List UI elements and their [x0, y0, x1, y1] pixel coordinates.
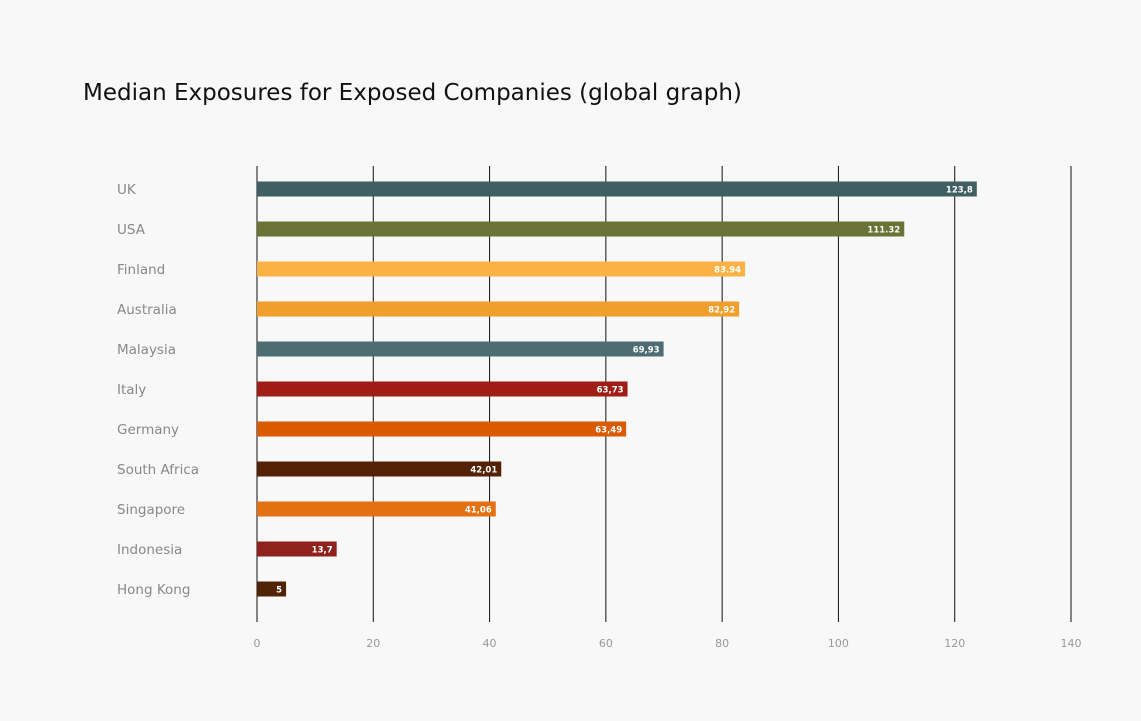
category-label: Germany — [117, 422, 179, 438]
category-label: Finland — [117, 262, 165, 278]
category-label: Italy — [117, 382, 146, 398]
category-label: South Africa — [117, 462, 199, 478]
data-label: 69,93 — [633, 346, 660, 356]
data-label: 111.32 — [867, 226, 900, 236]
category-label: Malaysia — [117, 342, 176, 358]
bar — [257, 221, 905, 237]
data-label: 82,92 — [708, 306, 735, 316]
category-label: Indonesia — [117, 542, 182, 558]
bar — [257, 581, 287, 597]
data-label: 5 — [276, 586, 282, 596]
value-labels: 123,8 111.32 83.94 82,92 69,93 63,73 63,49 42,0… — [276, 186, 973, 596]
bar — [257, 501, 496, 517]
data-label: 13,7 — [312, 546, 333, 556]
bar — [257, 541, 337, 557]
x-tick-label: 40 — [483, 637, 497, 650]
bar — [257, 461, 502, 477]
category-label: Singapore — [117, 502, 185, 518]
category-label: USA — [117, 222, 146, 238]
data-label: 63,73 — [597, 386, 624, 396]
x-tick-label: 120 — [944, 637, 965, 650]
data-label: 41,06 — [465, 506, 492, 516]
bars — [257, 181, 977, 597]
data-label: 63,49 — [595, 426, 622, 436]
x-tick-label: 0 — [254, 637, 261, 650]
x-tick-label: 60 — [599, 637, 613, 650]
category-labels: UK USA Finland Australia Malaysia Italy German… — [117, 182, 199, 598]
bar — [257, 181, 977, 197]
category-label: UK — [117, 182, 137, 198]
x-tick-label: 100 — [828, 637, 849, 650]
bar — [257, 381, 628, 397]
chart-title: Median Exposures for Exposed Companies (… — [83, 80, 742, 106]
x-tick-label: 20 — [366, 637, 380, 650]
x-tick-label: 80 — [715, 637, 729, 650]
bar — [257, 421, 627, 437]
data-label: 123,8 — [946, 186, 973, 196]
bar — [257, 301, 740, 317]
bar — [257, 341, 664, 357]
data-label: 42,01 — [470, 466, 497, 476]
data-label: 83.94 — [714, 266, 741, 276]
category-label: Hong Kong — [117, 582, 190, 598]
x-tick-label: 140 — [1061, 637, 1082, 650]
category-label: Australia — [117, 302, 177, 318]
x-axis-ticks: 0 20 40 60 80 100 120 140 — [254, 637, 1082, 650]
bar — [257, 261, 746, 277]
